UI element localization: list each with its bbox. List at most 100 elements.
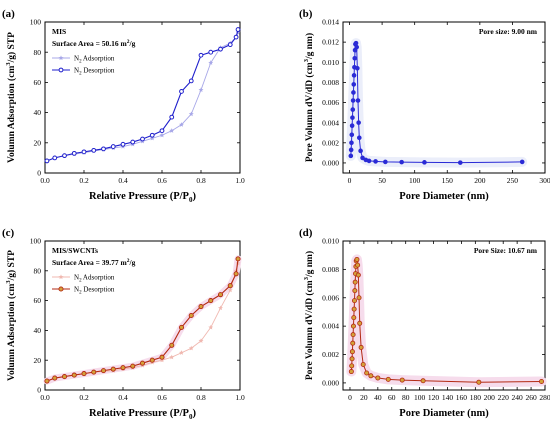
text-span: N: [74, 286, 79, 294]
x-tick-label: 220: [498, 393, 510, 402]
text-span: /g) STP: [6, 32, 17, 64]
x-tick-label: 0.8: [196, 393, 206, 402]
x-tick-label: 200: [484, 393, 496, 402]
text-span: 3: [303, 58, 310, 62]
pore-marker: [358, 344, 364, 350]
desorption-marker: [81, 371, 87, 377]
pore-marker: [355, 98, 361, 103]
plot-frame: [342, 240, 546, 391]
adsorption-marker: [159, 357, 165, 363]
x-tick-label: 180: [470, 393, 482, 402]
x-axis-label: Pore Diameter (nm): [399, 408, 489, 419]
y-tick-label: 0.002: [322, 138, 339, 147]
legend-label: N2 Adsorption: [74, 55, 115, 65]
y-tick-label: 0.008: [322, 78, 339, 87]
text-span: Adsorption: [82, 274, 115, 282]
x-tick-label: 1.0: [235, 176, 245, 185]
desorption-marker: [101, 146, 106, 152]
adsorption-marker: [159, 132, 165, 138]
pore-marker: [350, 107, 356, 112]
x-tick-label: 100: [409, 176, 421, 185]
adsorption-marker: [149, 135, 155, 141]
x-tick-label: 60: [388, 393, 396, 402]
sample-name: MIS: [52, 27, 66, 36]
pore-marker: [356, 120, 361, 125]
text-span: Volumn Adsorption (cm: [6, 284, 17, 381]
pore-marker: [360, 361, 366, 367]
adsorption-marker: [227, 287, 233, 293]
desorption-marker: [233, 34, 239, 40]
x-tick-label: 0.6: [157, 393, 167, 402]
y-tick-label: 0.004: [322, 322, 339, 331]
pore-marker: [422, 160, 427, 165]
desorption-marker: [159, 354, 165, 360]
adsorption-marker: [218, 305, 223, 311]
panel-d: (d) 0 20 40 60 80 100 120 140 160 180 200 220 240 260 2…: [299, 227, 550, 419]
pore-marker: [350, 115, 355, 120]
desorption-marker: [61, 374, 68, 380]
pore-marker: [358, 148, 363, 154]
desorption-marker: [52, 375, 58, 381]
y-axis-label: Pore Volumn dV/dD (cm3/g nm): [303, 33, 315, 162]
curve-glow: [346, 254, 547, 388]
desorption-marker: [140, 136, 145, 142]
x-tick-label: 50: [378, 176, 386, 185]
text-span: /g) STP: [6, 250, 17, 282]
pore-marker: [352, 55, 358, 61]
text-span: Relative Pressure (P/P: [89, 191, 190, 202]
desorption-marker: [188, 78, 194, 84]
pore-marker: [368, 373, 374, 379]
adsorption-marker: [179, 122, 184, 127]
pore-marker: [349, 132, 355, 138]
desorption-marker: [208, 298, 214, 304]
pore-marker: [355, 262, 361, 268]
text-span: 2: [79, 279, 82, 284]
adsorption-marker: [198, 338, 204, 343]
x-tick-label: 0.0: [40, 176, 50, 185]
x-tick-label: 150: [442, 176, 454, 185]
adsorption-marker: [208, 60, 214, 65]
pore-marker: [476, 379, 482, 385]
text-span: /g nm): [304, 33, 315, 60]
desorption-marker: [227, 283, 233, 289]
text-span: N: [74, 67, 79, 75]
x-tick-label: 0: [348, 176, 352, 185]
desorption-marker: [198, 304, 204, 310]
text-span: 2: [127, 39, 130, 45]
pore-marker: [349, 123, 355, 128]
text-span: /g: [129, 258, 136, 267]
desorption-marker: [120, 365, 126, 371]
y-tick-label: 0.006: [322, 98, 339, 107]
desorption-marker: [208, 49, 214, 55]
adsorption-marker: [169, 128, 175, 133]
y-tick-label: 0.014: [322, 18, 339, 27]
adsorption-marker: [188, 345, 194, 351]
y-tick-label: 80: [34, 48, 42, 57]
adsorption-marker: [179, 350, 184, 355]
plot-frame: [44, 21, 241, 174]
legend-adsorption-marker: [58, 274, 64, 280]
x-tick-label: 80: [402, 393, 410, 402]
pore-marker: [351, 298, 357, 304]
pore-marker: [352, 288, 358, 294]
text-span: Adsorption: [82, 55, 115, 63]
pore-size-note: Pore size: 9.00 nm: [479, 27, 538, 36]
y-tick-label: 0: [37, 386, 41, 395]
text-span: Surface Area = 50.16 m: [52, 39, 127, 48]
pore-marker: [360, 155, 365, 161]
x-tick-label: 200: [474, 176, 486, 185]
adsorption-marker: [208, 324, 214, 330]
text-span: ): [192, 408, 196, 419]
surface-area-label: Surface Area = 39.77 m2/g: [52, 258, 136, 267]
pore-marker: [356, 135, 362, 141]
desorption-marker: [130, 139, 136, 145]
desorption-marker: [235, 256, 241, 262]
x-tick-label: 1.0: [235, 393, 245, 402]
pore-marker: [349, 349, 355, 355]
panel-a: (a)0.0 0.2 0.4 0.6 0.8 1.0020406080100Relativ…: [2, 8, 245, 204]
y-tick-label: 0.002: [322, 350, 339, 359]
x-tick-label: 280: [539, 393, 550, 402]
y-tick-label: 100: [30, 18, 42, 27]
